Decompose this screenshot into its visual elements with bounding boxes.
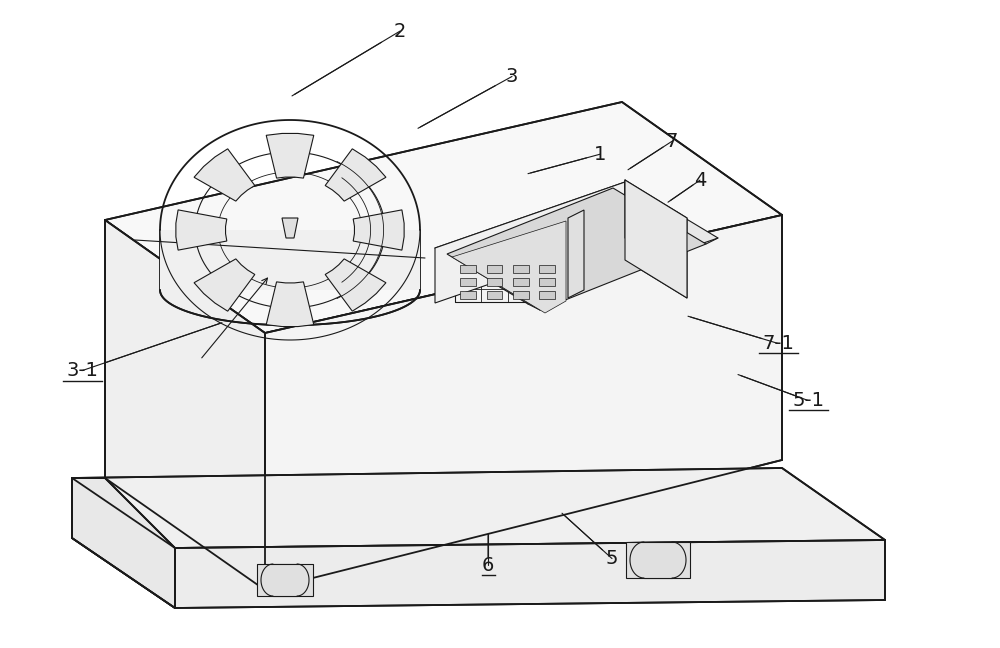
Text: 7-1: 7-1 — [762, 334, 794, 353]
Polygon shape — [72, 478, 175, 608]
Polygon shape — [353, 210, 404, 250]
Polygon shape — [625, 180, 687, 298]
Polygon shape — [325, 259, 386, 311]
Polygon shape — [513, 292, 528, 299]
Text: 5: 5 — [606, 549, 618, 568]
Polygon shape — [513, 264, 528, 273]
Text: 3-1: 3-1 — [66, 361, 98, 380]
Polygon shape — [447, 188, 706, 310]
Polygon shape — [486, 264, 502, 273]
Text: 3: 3 — [506, 67, 518, 86]
Polygon shape — [105, 102, 782, 333]
Polygon shape — [257, 564, 313, 596]
Polygon shape — [539, 264, 555, 273]
Polygon shape — [105, 220, 265, 590]
Polygon shape — [625, 182, 680, 270]
Text: 2: 2 — [394, 21, 406, 41]
Polygon shape — [435, 182, 625, 303]
Text: 1: 1 — [594, 145, 606, 164]
Polygon shape — [452, 221, 566, 313]
Polygon shape — [460, 292, 476, 299]
Polygon shape — [72, 468, 885, 548]
Polygon shape — [626, 542, 690, 578]
Polygon shape — [486, 292, 502, 299]
Text: 6: 6 — [482, 555, 494, 575]
Polygon shape — [486, 278, 502, 286]
Text: 4: 4 — [694, 170, 706, 190]
Text: 7: 7 — [666, 132, 678, 151]
Polygon shape — [265, 215, 782, 590]
Polygon shape — [194, 259, 255, 311]
Polygon shape — [460, 278, 476, 286]
Polygon shape — [282, 218, 298, 238]
Polygon shape — [176, 210, 227, 250]
Polygon shape — [266, 133, 314, 178]
Polygon shape — [72, 478, 175, 608]
Polygon shape — [539, 278, 555, 286]
Text: 5-1: 5-1 — [792, 391, 824, 410]
Polygon shape — [266, 282, 314, 327]
Polygon shape — [435, 182, 718, 304]
Polygon shape — [160, 230, 420, 290]
Polygon shape — [568, 210, 584, 298]
Polygon shape — [257, 564, 313, 572]
Polygon shape — [460, 264, 476, 273]
Polygon shape — [513, 278, 528, 286]
Polygon shape — [194, 149, 255, 201]
Polygon shape — [539, 292, 555, 299]
Polygon shape — [175, 540, 885, 608]
Polygon shape — [325, 149, 386, 201]
